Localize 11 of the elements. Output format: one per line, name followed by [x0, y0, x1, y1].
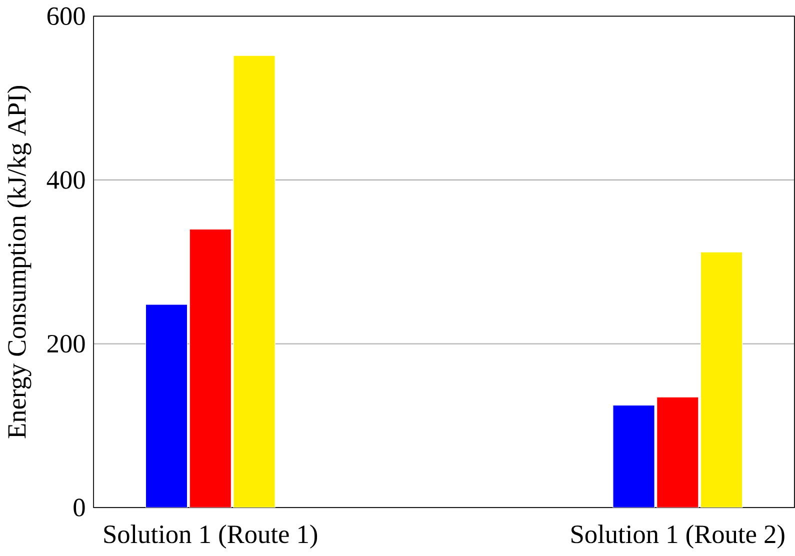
x-tick-label: Solution 1 (Route 2): [572, 524, 784, 549]
x-tick-label: Solution 1 (Route 1): [104, 524, 318, 549]
y-tick-label: 600: [47, 7, 85, 26]
bar: [700, 252, 743, 508]
y-tick-label: 0: [74, 498, 85, 516]
y-axis-title: Energy Consumption (kJ/kg API): [7, 86, 32, 438]
bar: [189, 228, 232, 508]
y-tick-label: 200: [47, 334, 85, 353]
y-tick-label: 400: [46, 171, 85, 189]
bar: [233, 55, 276, 508]
bar: [656, 396, 699, 508]
